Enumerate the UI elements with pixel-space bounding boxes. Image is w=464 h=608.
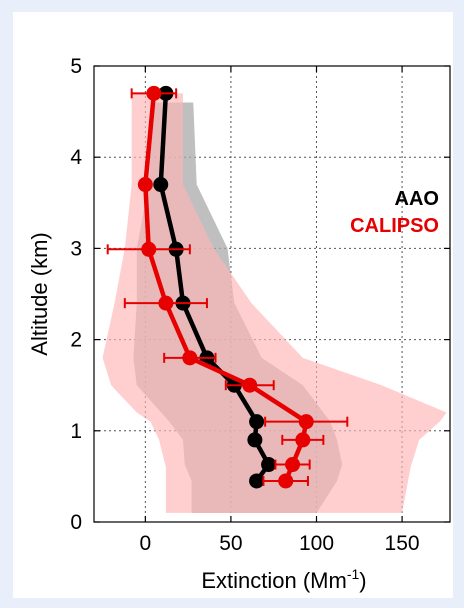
x-tick-label: 0 — [140, 532, 152, 555]
x-tick-label: 150 — [385, 532, 420, 555]
y-tick-label: 4 — [70, 146, 82, 169]
calipso-line — [143, 93, 309, 482]
calipso-point — [141, 241, 157, 257]
calipso-series — [106, 85, 349, 489]
calipso-point — [182, 350, 198, 366]
calipso-point — [278, 473, 294, 489]
x-axis-label: Extinction (Mm-1) — [201, 566, 366, 593]
y-tick-label: 0 — [70, 511, 82, 534]
y-axis-label: Altitude (km) — [27, 232, 52, 355]
x-axis-label-main: Extinction (Mm — [201, 568, 346, 593]
calipso-point — [295, 432, 311, 448]
y-tick-label: 5 — [70, 55, 82, 78]
plot-frame — [93, 65, 451, 523]
figure-panel: 0 50 100 150 0 1 2 3 4 5 Altitude (km) Extinction… — [13, 12, 453, 598]
legend-entry-calipso: CALIPSO — [350, 215, 439, 237]
x-axis-label-close: ) — [359, 568, 366, 593]
calipso-point — [285, 457, 301, 473]
aao-point — [249, 473, 265, 489]
aao-point — [247, 432, 263, 448]
calipso-point — [146, 85, 162, 101]
y-tick-label: 1 — [70, 420, 82, 443]
x-tick-label: 50 — [219, 532, 242, 555]
axis-ticks: 0 50 100 150 0 1 2 3 4 5 — [70, 55, 450, 555]
calipso-uncertainty-band — [102, 93, 447, 513]
calipso-point — [158, 295, 174, 311]
series-layer — [106, 85, 349, 489]
x-axis-label-superscript: -1 — [347, 566, 360, 582]
y-tick-label: 2 — [70, 329, 82, 352]
legend-entry-aao: AAO — [395, 188, 439, 210]
aao-point — [153, 177, 169, 193]
calipso-point — [137, 177, 153, 193]
aao-point — [261, 457, 277, 473]
aao-point — [249, 414, 265, 430]
x-tick-label: 100 — [299, 532, 334, 555]
calipso-point — [298, 414, 314, 430]
calipso-point — [242, 377, 258, 393]
y-tick-label: 3 — [70, 237, 82, 260]
chart: 0 50 100 150 0 1 2 3 4 5 Altitude (km) Extinction… — [27, 55, 451, 593]
